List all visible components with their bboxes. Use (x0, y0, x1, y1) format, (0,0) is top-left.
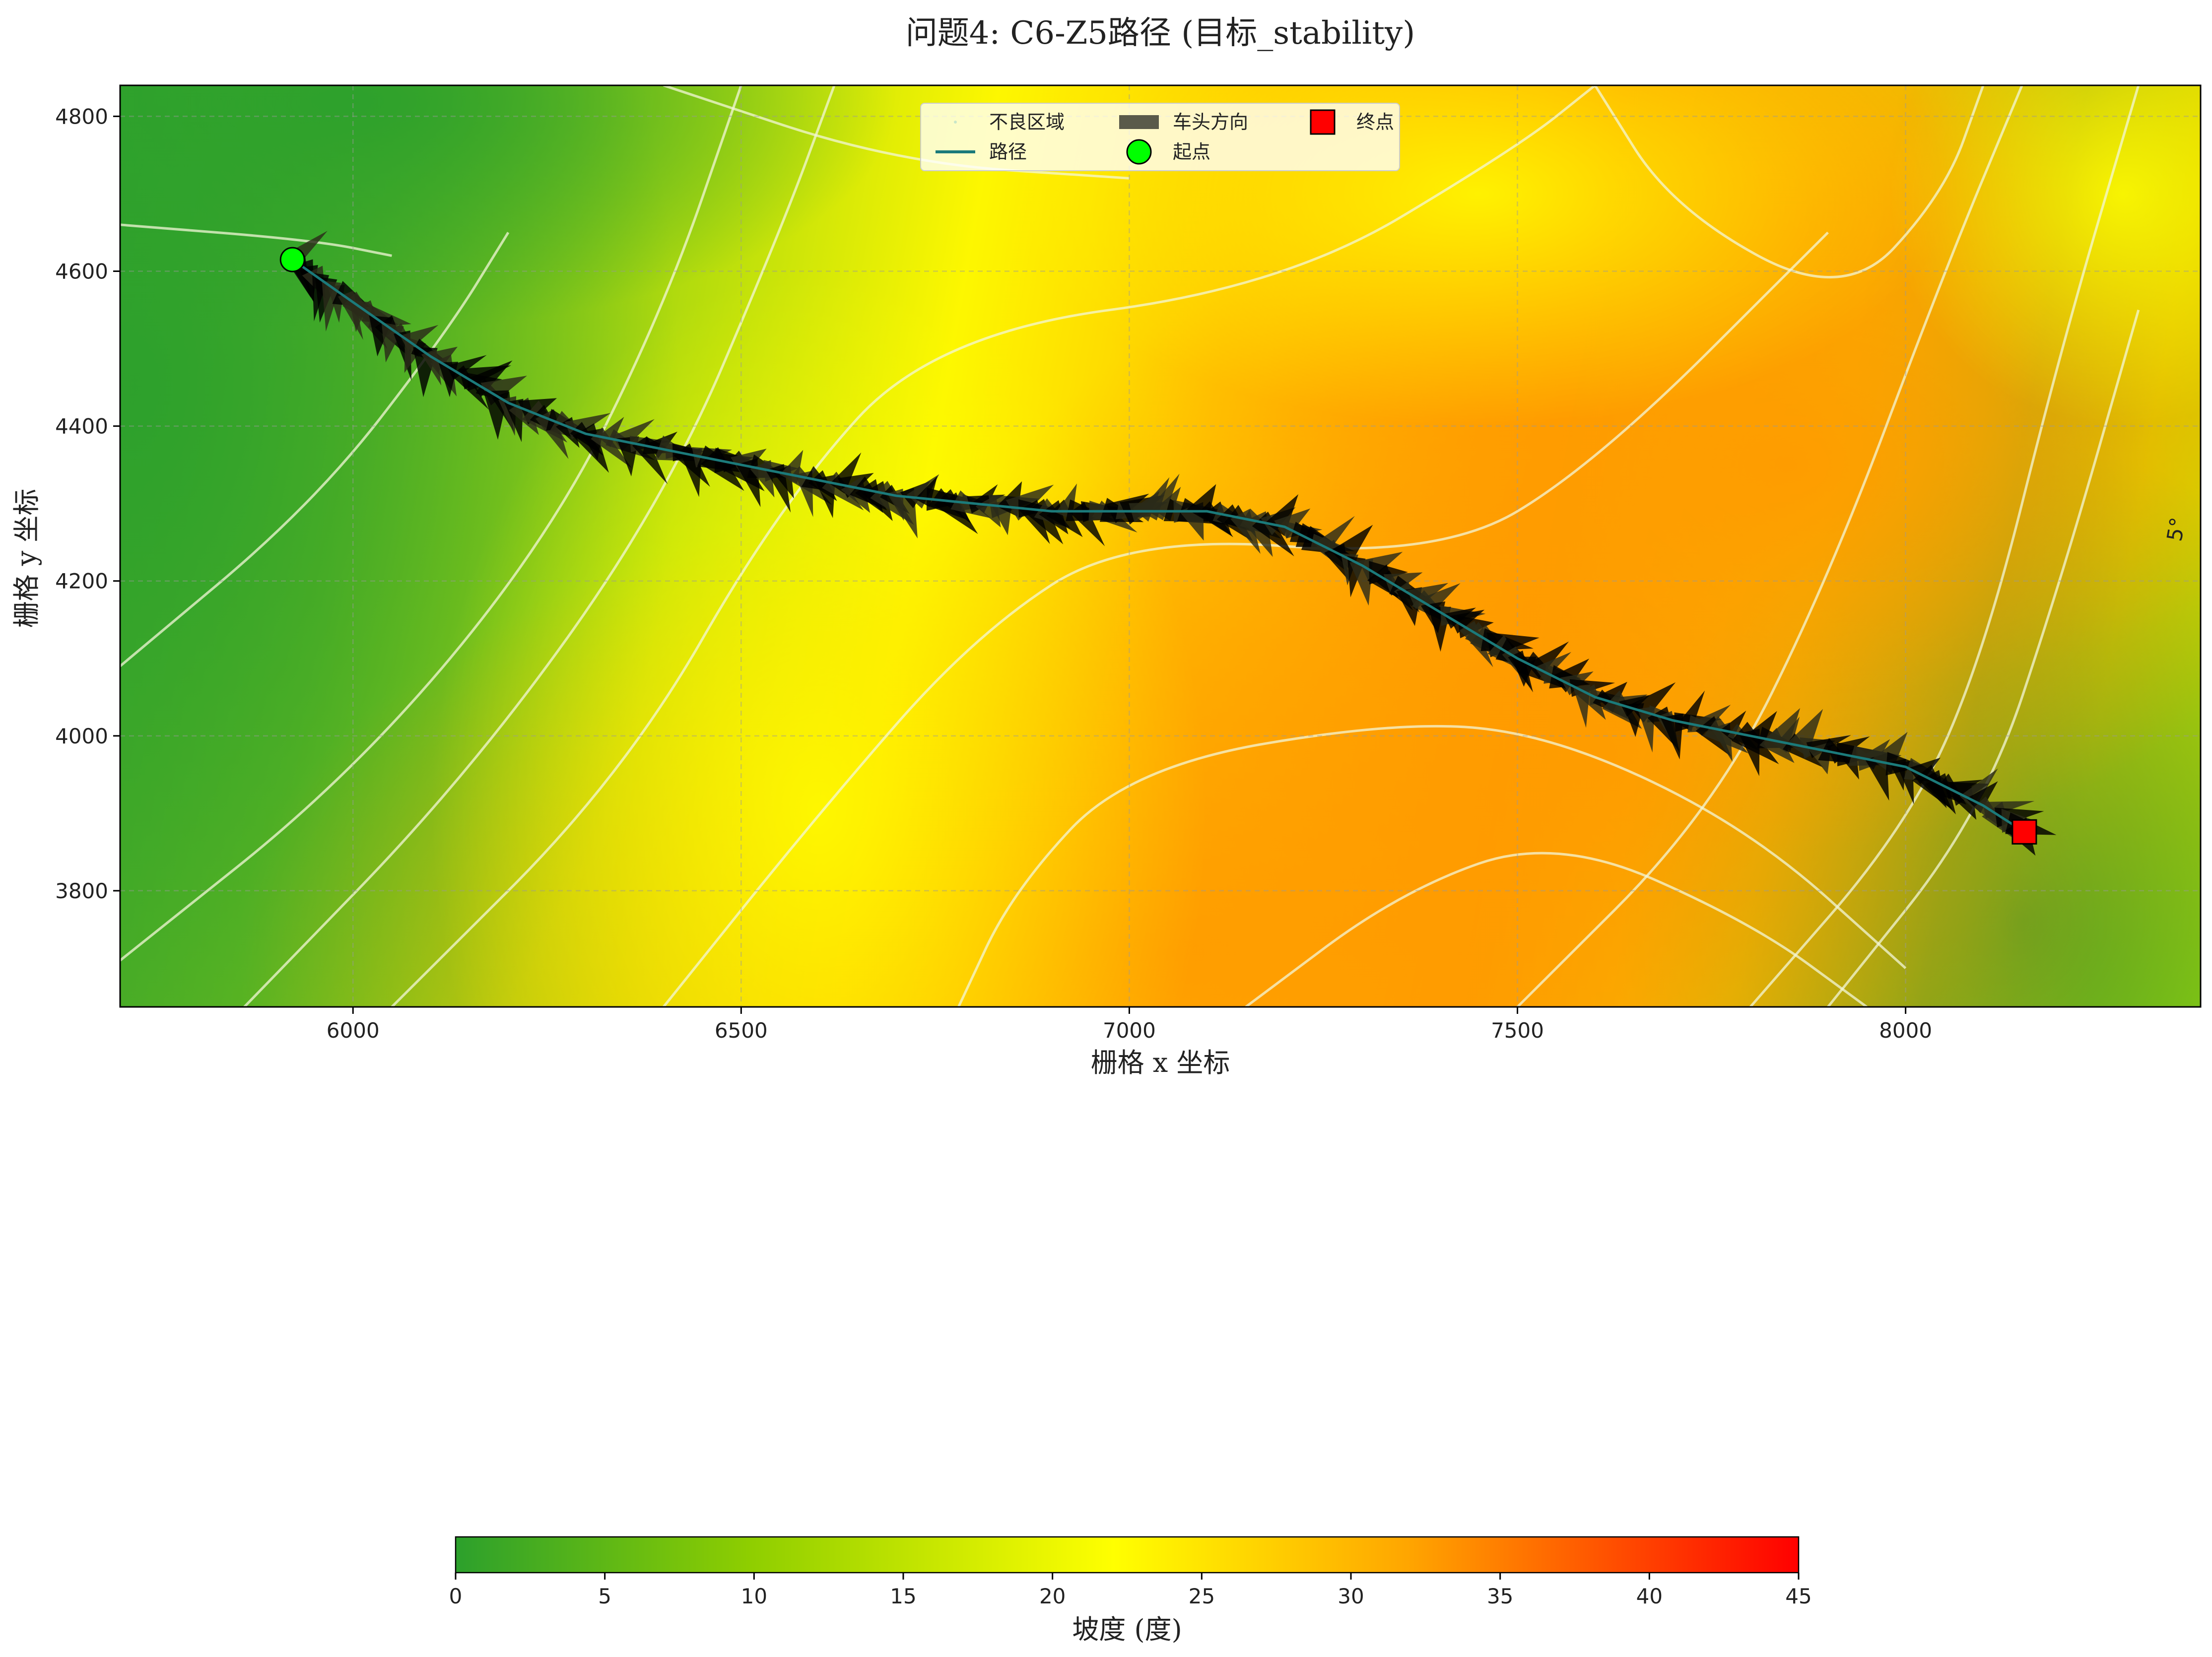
legend-label: 起点 (1173, 141, 1210, 163)
end-marker (2011, 819, 2037, 845)
colorbar-tick-label: 30 (1338, 1584, 1364, 1608)
legend-label: 路径 (989, 141, 1027, 163)
colorbar-tick-label: 15 (890, 1584, 916, 1608)
heading-arrow (1552, 659, 1590, 693)
heading-arrow (1046, 499, 1083, 537)
heading-arrow (597, 416, 624, 448)
heading-arrow (1534, 652, 1571, 681)
x-axis: 6000 6500 7000 7500 8000 (327, 1007, 1932, 1043)
contour-line (1749, 85, 2140, 1007)
legend-dot-symbol (954, 121, 957, 124)
contour-lines (120, 85, 2140, 1007)
grid-lines (120, 85, 2201, 1007)
contour-line (1516, 85, 2023, 1007)
y-tick-label: 4000 (55, 724, 108, 748)
x-tick-label: 6000 (327, 1018, 380, 1043)
colorbar-tick-label: 20 (1039, 1584, 1066, 1608)
contour-annotation: 5° (2162, 516, 2190, 543)
legend-label: 终点 (1356, 111, 1394, 133)
contour-line (391, 85, 1596, 1007)
heading-arrow (1677, 690, 1705, 731)
colorbar-tick-label: 5 (598, 1584, 611, 1608)
heading-arrow (1139, 477, 1170, 521)
colorbar-tick-label: 25 (1189, 1584, 1215, 1608)
y-tick-label: 4800 (55, 104, 108, 129)
plot-frame (119, 84, 2202, 1008)
y-axis: 3800 4000 4200 4400 4600 4800 (55, 104, 120, 903)
y-tick-label: 4600 (55, 260, 108, 284)
contour-line (1827, 309, 2140, 1007)
chart-title: 问题4: C6-Z5路径 (目标_stability) (906, 15, 1415, 52)
y-tick-label: 4400 (55, 414, 108, 439)
heading-arrow (1720, 710, 1746, 741)
colorbar-gradient (455, 1536, 1800, 1574)
x-tick-label: 8000 (1879, 1018, 1932, 1043)
y-tick-label: 4200 (55, 569, 108, 594)
contour-line (120, 232, 510, 667)
colorbar-tick-label: 0 (449, 1584, 463, 1608)
shading-blob (1890, 85, 2201, 426)
contour-line (1594, 85, 1985, 278)
contour-line (120, 85, 742, 962)
heading-arrow (1019, 500, 1050, 544)
legend-circle-symbol (1126, 139, 1152, 165)
x-axis-label: 栅格 x 坐标 (1091, 1047, 1230, 1078)
contour-line (662, 231, 1829, 1007)
colorbar-tick-label: 35 (1487, 1584, 1513, 1608)
legend-label: 车头方向 (1173, 111, 1248, 133)
contour-line (1245, 852, 1868, 1007)
heading-arrow (632, 436, 668, 484)
x-tick-label: 6500 (715, 1018, 768, 1043)
colorbar-label: 坡度 (度) (1072, 1614, 1182, 1645)
x-tick-label: 7000 (1103, 1018, 1156, 1043)
start-marker (279, 247, 305, 272)
contour-line (957, 725, 1907, 1007)
heading-arrow (468, 360, 513, 398)
heading-arrow (536, 409, 569, 459)
start-end-markers (279, 247, 2037, 845)
heading-arrow (1596, 681, 1627, 713)
colorbar-tick-label: 10 (741, 1584, 767, 1608)
y-axis-label: 栅格 y 坐标 (11, 489, 42, 628)
heading-arrow (1330, 525, 1373, 568)
colorbar: 0 5 10 15 20 25 30 35 40 45 坡度 (度) (449, 1536, 1812, 1645)
legend-arrow-symbol (1119, 115, 1159, 129)
heading-arrow (1230, 509, 1261, 554)
plot-area: 5° (120, 85, 2201, 1007)
shading-blob (430, 271, 1207, 1007)
contour-line (120, 223, 392, 257)
colorbar-tick-label: 40 (1636, 1584, 1663, 1608)
slope-field-shading (120, 85, 2201, 1007)
legend-label: 不良区域 (989, 111, 1065, 133)
path-line (291, 259, 2025, 833)
contour-line (243, 85, 836, 1007)
heading-arrow (1070, 502, 1105, 546)
heading-arrow (1966, 781, 1998, 813)
legend-box (920, 103, 1400, 171)
x-tick-label: 7500 (1491, 1018, 1544, 1043)
legend-square-symbol (1310, 109, 1336, 135)
colorbar-tick-label: 45 (1785, 1584, 1811, 1608)
y-tick-label: 3800 (55, 879, 108, 903)
